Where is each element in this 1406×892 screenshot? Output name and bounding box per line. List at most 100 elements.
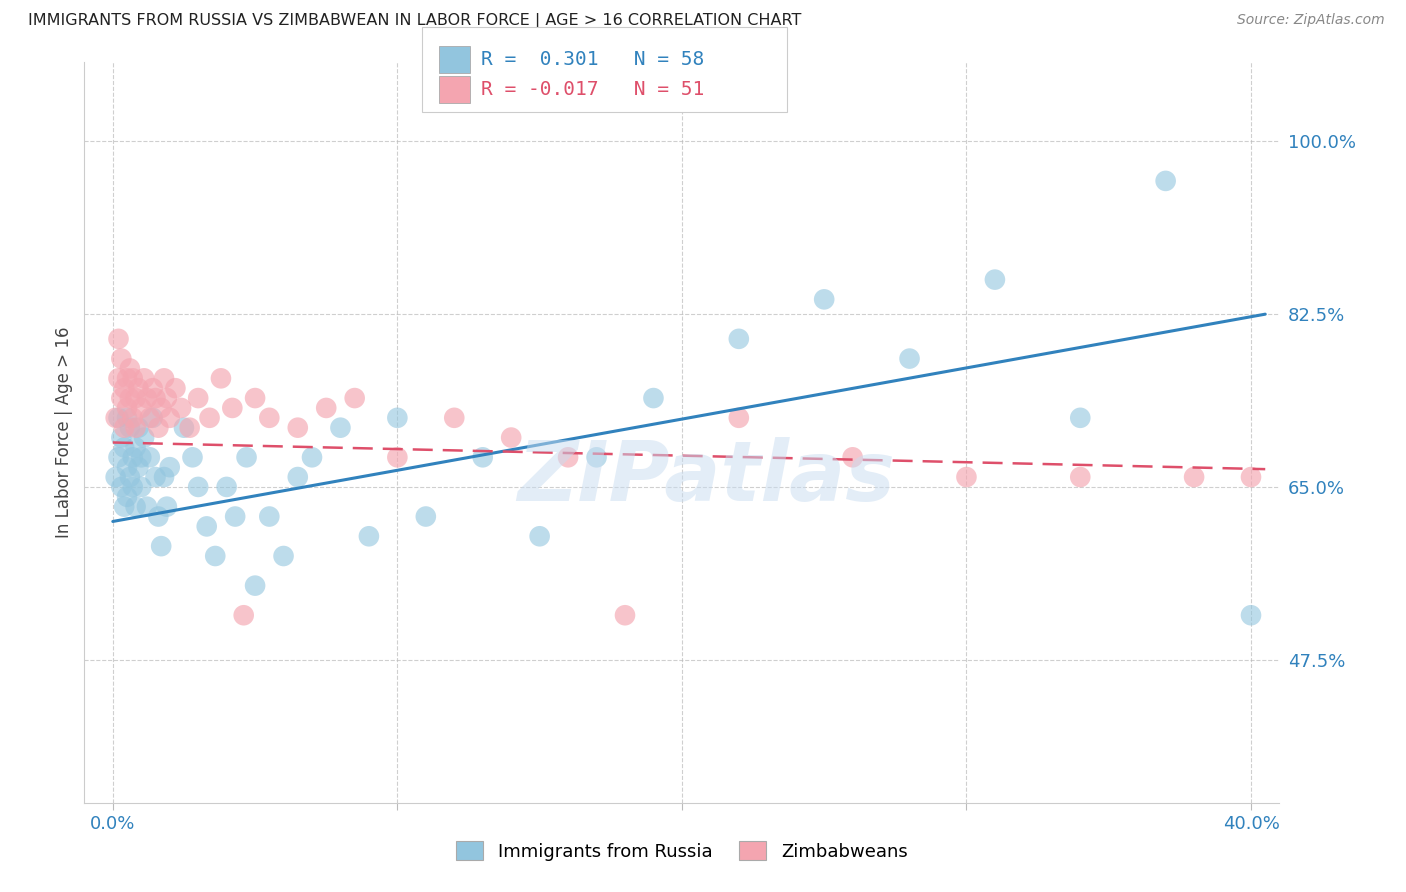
Point [115,371,138,385]
Text: R =  0.301   N = 58: R = 0.301 N = 58 [481,50,704,70]
Point [112,381,135,395]
Point [471,450,494,465]
Point [643,391,665,405]
Point [955,470,977,484]
Point [148,509,170,524]
Point [129,401,152,415]
Point [1240,608,1263,623]
Text: IMMIGRANTS FROM RUSSIA VS ZIMBABWEAN IN LABOR FORCE | AGE > 16 CORRELATION CHART: IMMIGRANTS FROM RUSSIA VS ZIMBABWEAN IN … [28,13,801,29]
Point [110,351,132,366]
Point [112,420,135,434]
Legend: Immigrants from Russia, Zimbabweans: Immigrants from Russia, Zimbabweans [449,834,915,868]
Point [187,480,209,494]
Point [159,410,181,425]
Point [129,480,152,494]
Point [110,480,132,494]
Point [115,490,138,504]
Point [614,608,637,623]
Point [1069,470,1091,484]
Point [415,509,437,524]
Point [112,500,135,514]
Point [159,460,181,475]
Point [315,401,337,415]
Point [110,431,132,445]
Point [107,450,129,465]
Point [104,470,127,484]
Point [179,420,201,434]
Y-axis label: In Labor Force | Age > 16: In Labor Force | Age > 16 [55,326,73,539]
Point [127,381,149,395]
Point [121,410,143,425]
Point [232,608,254,623]
Text: ZIPatlas: ZIPatlas [517,436,894,517]
Point [118,391,141,405]
Point [153,371,176,385]
Point [132,431,156,445]
Point [112,441,135,455]
Point [148,420,170,434]
Point [813,293,835,307]
Point [259,509,281,524]
Point [127,460,149,475]
Point [259,410,281,425]
Point [1240,470,1263,484]
Point [1069,410,1091,425]
Point [585,450,607,465]
Point [301,450,323,465]
Point [221,401,243,415]
Point [156,500,179,514]
Point [127,420,149,434]
Point [357,529,380,543]
Point [224,509,246,524]
Point [387,450,409,465]
Point [115,410,138,425]
Point [343,391,366,405]
Point [107,371,129,385]
Point [841,450,863,465]
Text: Source: ZipAtlas.com: Source: ZipAtlas.com [1237,13,1385,28]
Point [118,470,141,484]
Point [110,391,132,405]
Point [107,332,129,346]
Point [118,361,141,376]
Point [142,381,165,395]
Point [243,579,266,593]
Point [187,391,209,405]
Point [132,371,156,385]
Point [104,410,127,425]
Point [727,332,749,346]
Point [139,450,162,465]
Point [727,410,749,425]
Point [501,431,523,445]
Point [124,420,146,434]
Point [136,500,159,514]
Point [170,401,193,415]
Point [121,480,143,494]
Point [124,441,146,455]
Point [529,529,551,543]
Point [329,420,352,434]
Point [107,410,129,425]
Point [165,381,187,395]
Point [443,410,465,425]
Point [235,450,257,465]
Point [287,470,309,484]
Point [121,371,143,385]
Point [287,420,309,434]
Point [181,450,204,465]
Point [215,480,238,494]
Point [124,500,146,514]
Point [118,420,141,434]
Point [898,351,921,366]
Point [984,272,1007,286]
Point [198,410,221,425]
Point [387,410,409,425]
Point [115,401,138,415]
Point [136,391,159,405]
Text: R = -0.017   N = 51: R = -0.017 N = 51 [481,79,704,99]
Point [243,391,266,405]
Point [145,470,167,484]
Point [124,391,146,405]
Point [150,539,173,553]
Point [139,410,162,425]
